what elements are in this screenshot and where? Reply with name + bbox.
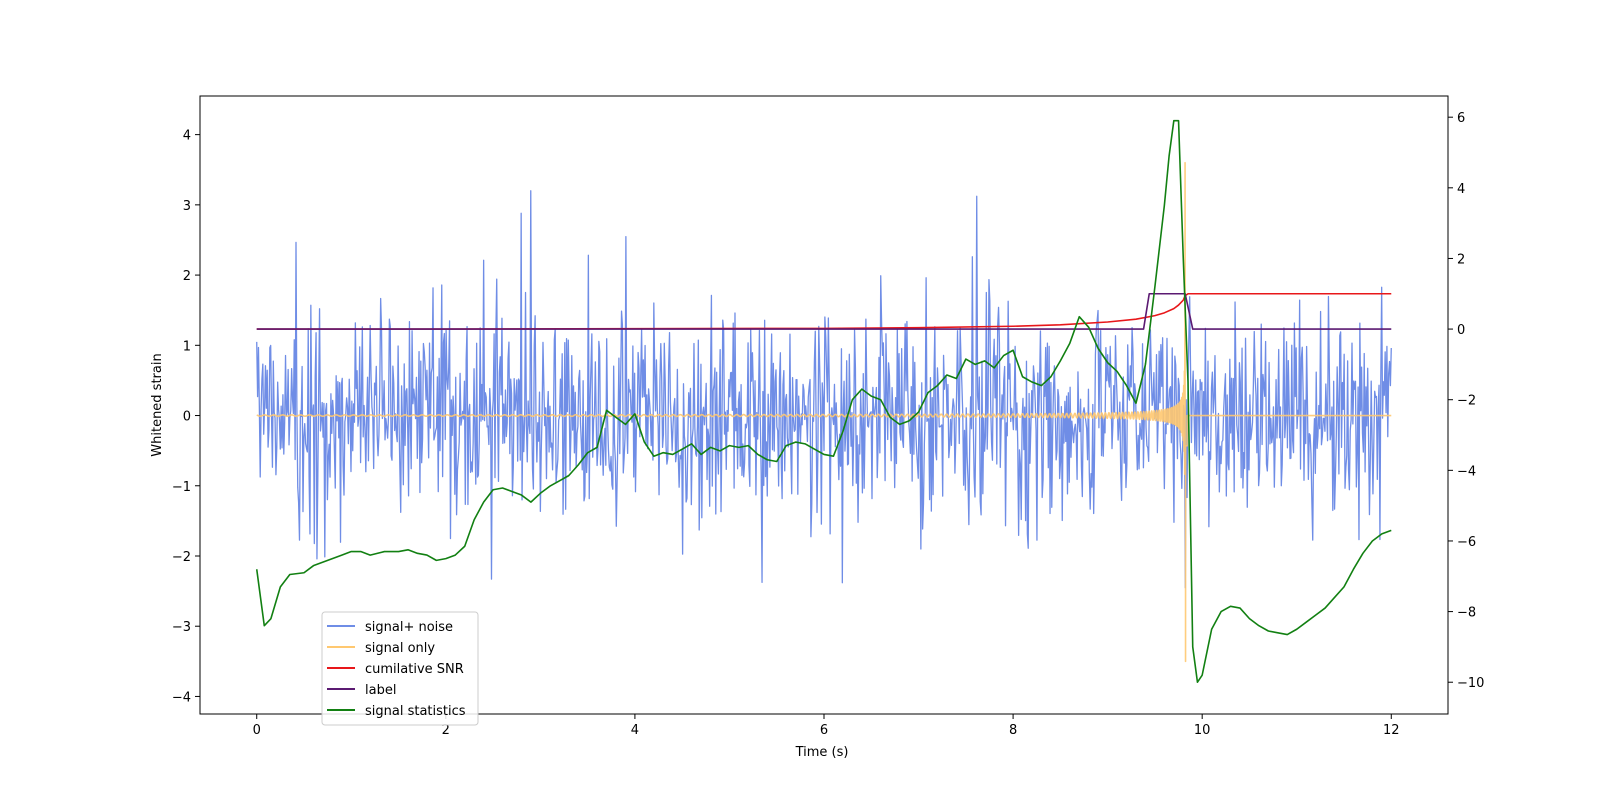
x-tick-label: 4	[631, 723, 639, 738]
series-line-signal-only	[256, 161, 1392, 663]
series-line-label	[256, 292, 1392, 330]
series-layer	[255, 119, 1392, 684]
x-tick-label: 8	[1009, 723, 1017, 738]
legend-label: cumilative SNR	[365, 662, 464, 677]
y-tick-label: 4	[183, 129, 191, 144]
y2-tick-label: 6	[1457, 111, 1465, 126]
x-tick-label: 12	[1383, 723, 1400, 738]
legend-label: label	[365, 683, 396, 698]
y-tick-label: 0	[183, 410, 191, 425]
y2-tick-label: 0	[1457, 323, 1465, 338]
y2-tick-label: −4	[1457, 464, 1476, 479]
x-tick-label: 2	[442, 723, 450, 738]
legend-label: signal statistics	[365, 704, 466, 719]
y2-tick-label: −6	[1457, 535, 1476, 550]
y-tick-label: 3	[183, 199, 191, 214]
y2-tick-label: −8	[1457, 606, 1476, 621]
x-tick-label: 0	[253, 723, 261, 738]
x-tick-label: 10	[1194, 723, 1211, 738]
y-tick-label: 2	[183, 269, 191, 284]
legend: signal+ noise signal only cumilative SNR la…	[321, 611, 479, 726]
y2-tick-label: 2	[1457, 252, 1465, 267]
series-line-signal-noise	[256, 190, 1392, 589]
y2-tick-label: −10	[1457, 676, 1484, 691]
x-axis-label: Time (s)	[795, 745, 849, 760]
legend-box	[321, 611, 479, 726]
y-tick-label: −4	[172, 690, 191, 705]
legend-label: signal+ noise	[365, 620, 453, 635]
y-tick-label: −1	[172, 480, 191, 495]
y-tick-label: −3	[172, 620, 191, 635]
y2-tick-label: −2	[1457, 394, 1476, 409]
y2-tick-label: 4	[1457, 182, 1465, 197]
x-tick-label: 6	[820, 723, 828, 738]
legend-label: signal only	[365, 641, 435, 656]
y-tick-label: 1	[183, 339, 191, 354]
y-axis-label: Whitened strain	[150, 353, 165, 456]
series-line-signal-statistics	[255, 119, 1392, 684]
y-tick-label: −2	[172, 550, 191, 565]
